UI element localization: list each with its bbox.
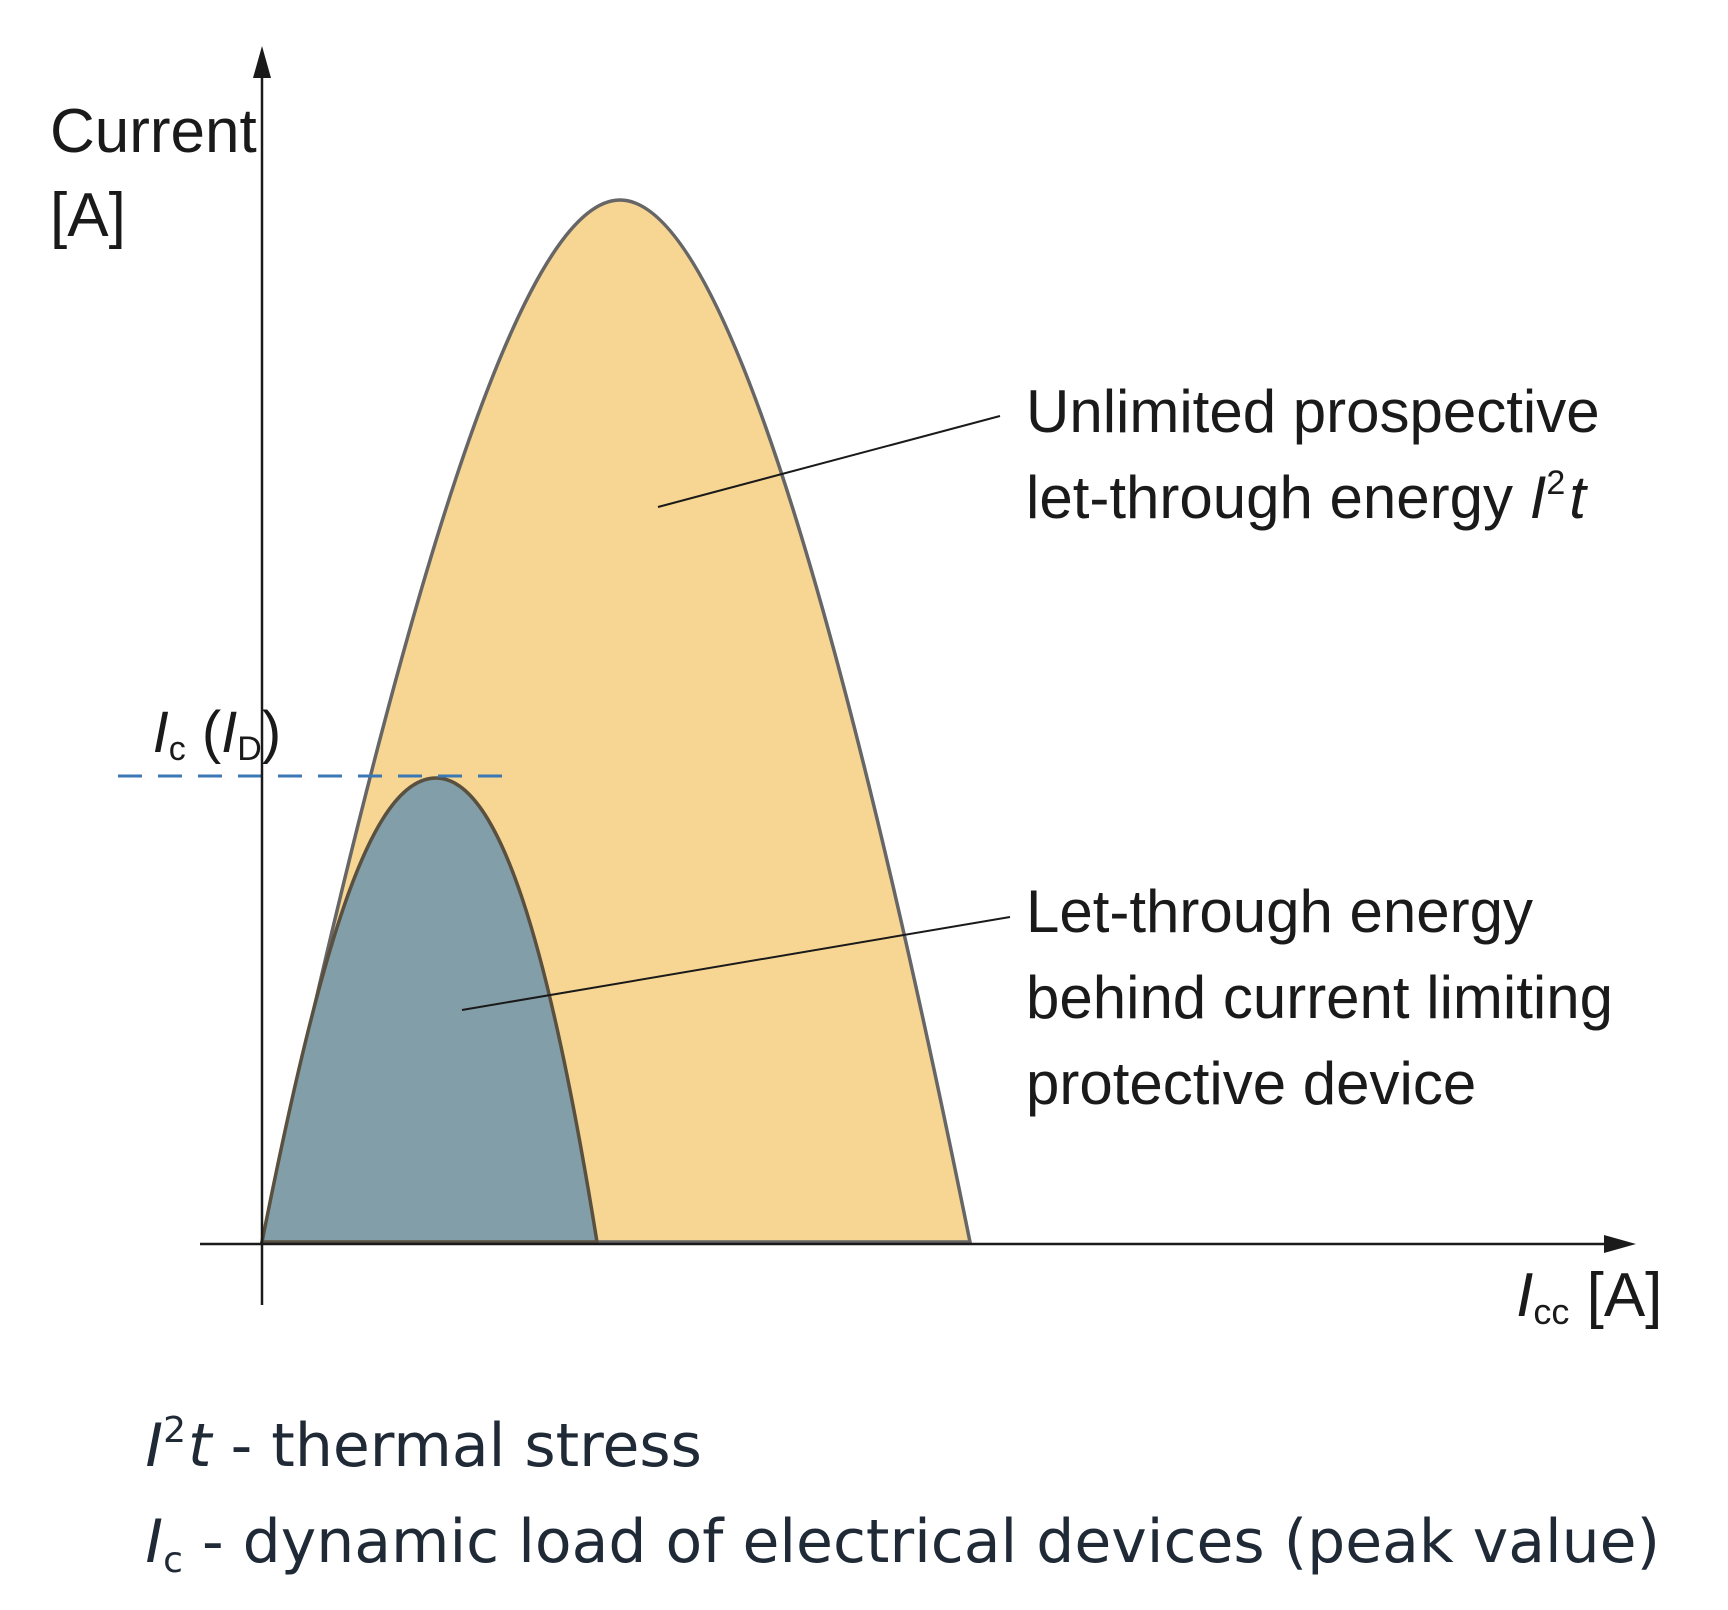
- legend-row2-symbol: I: [145, 1507, 163, 1577]
- threshold-label-paren-close: ): [262, 700, 281, 765]
- legend-row1-text: - thermal stress: [212, 1411, 702, 1481]
- prospective-label-superscript: 2: [1546, 464, 1565, 502]
- limited-leader-line: [461, 916, 1011, 1011]
- x-axis-label-subscript: cc: [1533, 1291, 1569, 1332]
- x-axis-label-symbol: I: [1516, 1261, 1533, 1330]
- threshold-label-inner-symbol: I: [221, 700, 237, 765]
- limited-energy-area: [259, 776, 600, 1244]
- legend-row-dynamic-load: Ic - dynamic load of electrical devices …: [50, 1507, 1717, 1581]
- y-axis-label-line2: [A]: [50, 181, 126, 250]
- x-axis-label: Icc [A]: [1430, 1261, 1714, 1332]
- threshold-label-paren-open: (: [186, 700, 221, 765]
- legend-row1-symbol: I: [145, 1411, 163, 1481]
- y-axis-label: Current [A]: [0, 0, 343, 250]
- prospective-label-line2-text: let-through energy: [1026, 464, 1530, 531]
- y-axis-label-line1: Current: [50, 97, 257, 166]
- threshold-label-inner-subscript: D: [237, 730, 262, 768]
- threshold-label-subscript: c: [169, 730, 186, 768]
- limited-label-line2: behind current limiting: [1026, 964, 1613, 1031]
- prospective-label-line2: let-through energy I2t: [1026, 464, 1588, 531]
- limited-label-line3: protective device: [1026, 1050, 1476, 1117]
- prospective-label-t: t: [1569, 464, 1588, 531]
- limited-label-line1: Let-through energy: [1026, 878, 1533, 945]
- legend-row1-t: t: [188, 1411, 214, 1481]
- limited-area-label: Let-through energy behind current limiti…: [1026, 878, 1613, 1117]
- y-axis-arrow-icon: [253, 46, 271, 78]
- threshold-label-symbol: I: [153, 700, 169, 765]
- threshold-label: Ic (ID): [72, 700, 330, 768]
- legend-row2-subscript: c: [163, 1540, 183, 1581]
- x-axis-arrow-icon: [1604, 1235, 1636, 1253]
- prospective-label-symbol: I: [1530, 464, 1547, 531]
- prospective-leader-line: [657, 415, 1001, 508]
- prospective-label-line1: Unlimited prospective: [1026, 378, 1600, 445]
- legend-row2-text: - dynamic load of electrical devices (pe…: [183, 1507, 1660, 1577]
- legend-row-thermal-stress: I2t - thermal stress: [50, 1410, 759, 1481]
- prospective-area-label: Unlimited prospective let-through energy…: [0, 0, 1683, 531]
- x-axis-label-unit: [A]: [1569, 1261, 1662, 1330]
- legend-row1-superscript: 2: [163, 1410, 186, 1451]
